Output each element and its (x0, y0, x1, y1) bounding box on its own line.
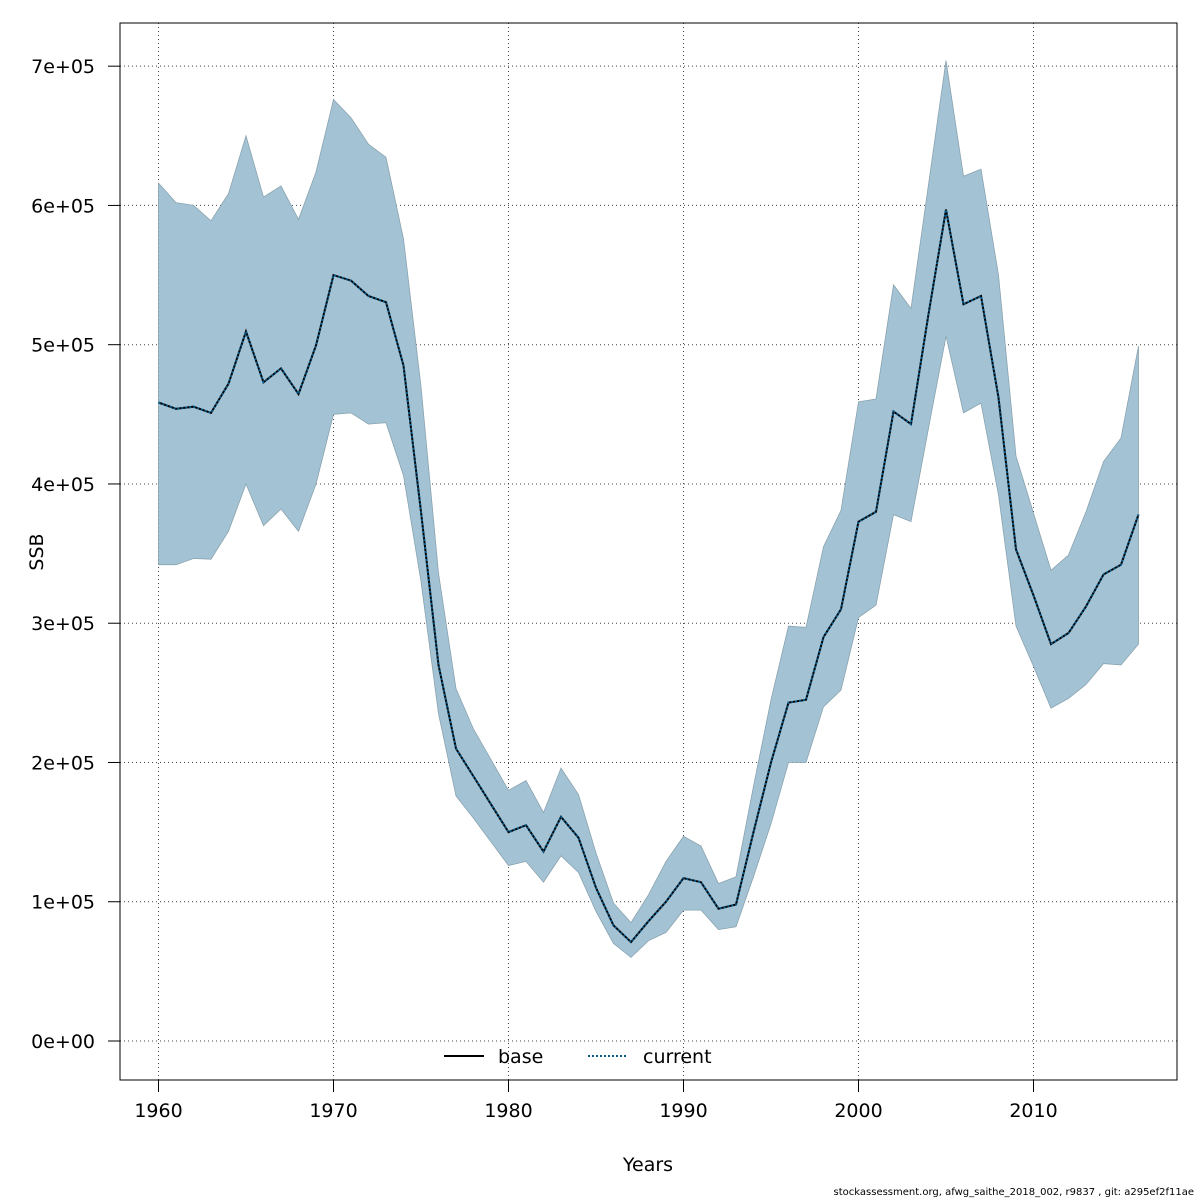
y-tick-label: 3e+05 (31, 613, 95, 635)
ssb-confidence-band (158, 60, 1139, 958)
y-tick-label: 5e+05 (31, 335, 95, 357)
legend-label-base: base (498, 1046, 543, 1068)
y-tick-label: 2e+05 (31, 752, 95, 774)
x-axis: 1960 1970 1980 1990 2000 2010 (134, 1079, 1058, 1122)
y-tick-label: 1e+05 (31, 892, 95, 914)
x-axis-title: Years (622, 1154, 673, 1176)
y-tick-label: 0e+00 (31, 1031, 95, 1053)
x-tick-label: 1960 (134, 1100, 182, 1122)
y-axis: 0e+00 1e+05 2e+05 3e+05 4e+05 5e+05 6e+05 7e+05 (31, 56, 121, 1053)
x-tick-label: 2000 (834, 1100, 882, 1122)
footer-credit: stockassessment.org, afwg_saithe_2018_00… (833, 1187, 1194, 1198)
y-tick-label: 6e+05 (31, 195, 95, 217)
x-tick-label: 1970 (309, 1100, 357, 1122)
y-tick-label: 4e+05 (31, 474, 95, 496)
y-axis-title: SSB (26, 533, 48, 570)
legend: base current (444, 1046, 712, 1068)
legend-label-current: current (643, 1046, 712, 1068)
y-tick-label: 7e+05 (31, 56, 95, 78)
x-tick-label: 1980 (484, 1100, 532, 1122)
x-tick-label: 2010 (1009, 1100, 1057, 1122)
x-tick-label: 1990 (659, 1100, 707, 1122)
series-line-current (158, 209, 1140, 944)
